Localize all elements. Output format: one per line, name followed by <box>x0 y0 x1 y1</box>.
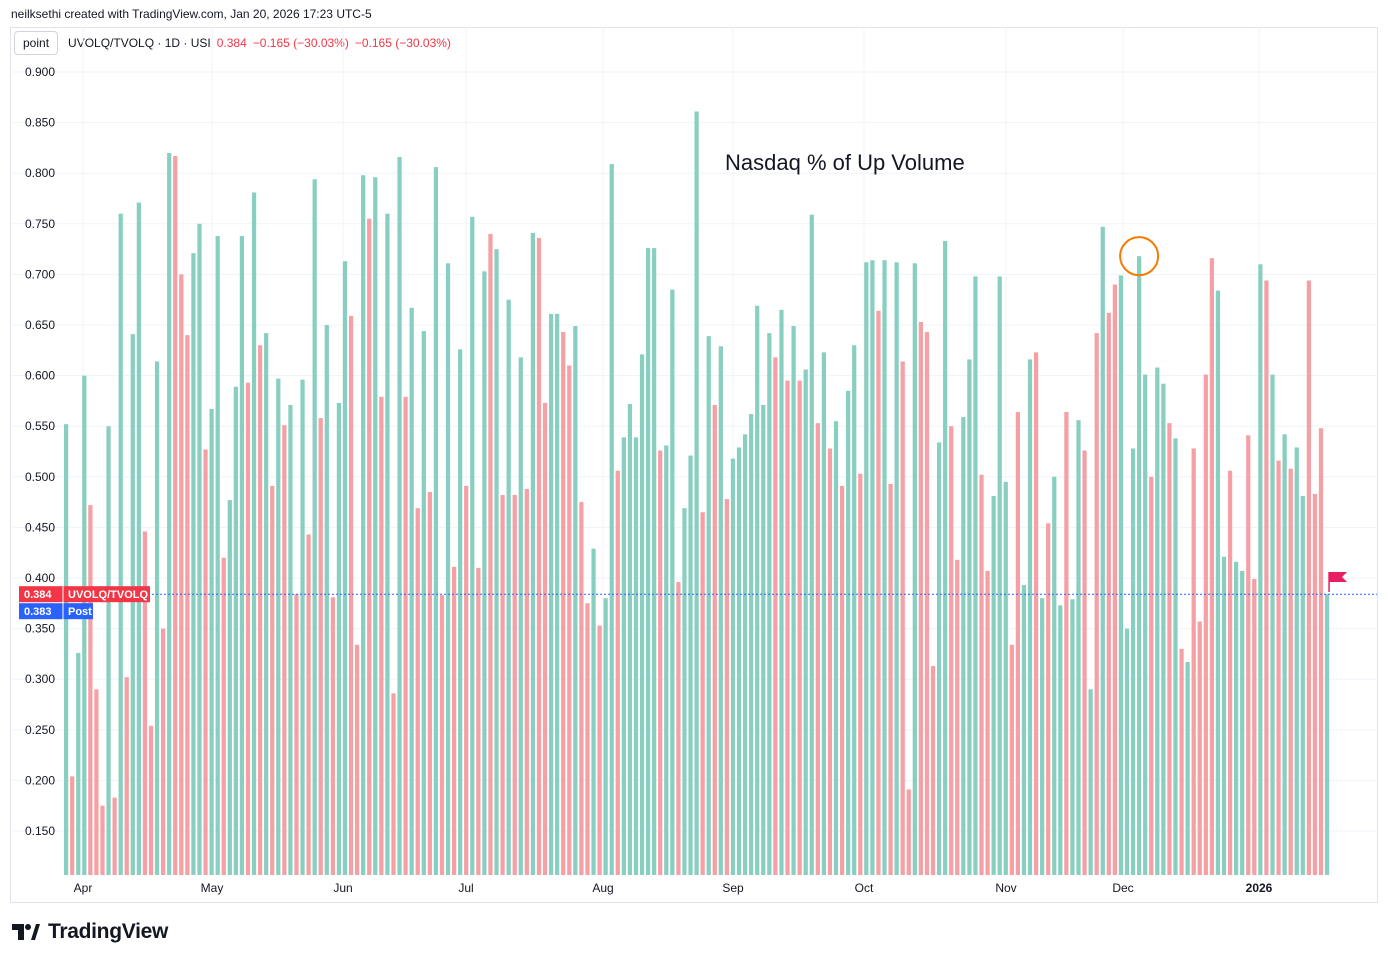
chart-header: point UVOLQ/TVOLQ · 1D · USI 0.384 −0.16… <box>14 31 451 55</box>
last-value: 0.384 <box>216 36 247 50</box>
point-button[interactable]: point <box>14 31 59 55</box>
symbol-label[interactable]: UVOLQ/TVOLQ · 1D · USI <box>68 36 211 50</box>
chart-frame <box>10 27 1378 903</box>
tradingview-logo[interactable]: TradingView <box>12 920 168 944</box>
brand-name: TradingView <box>48 920 169 943</box>
change-value-post: −0.165 (−30.03%) <box>354 36 451 50</box>
change-value: −0.165 (−30.03%) <box>252 36 349 50</box>
chart-credit: neilksethi created with TradingView.com,… <box>11 7 372 21</box>
tv-logo-icon <box>12 924 40 940</box>
